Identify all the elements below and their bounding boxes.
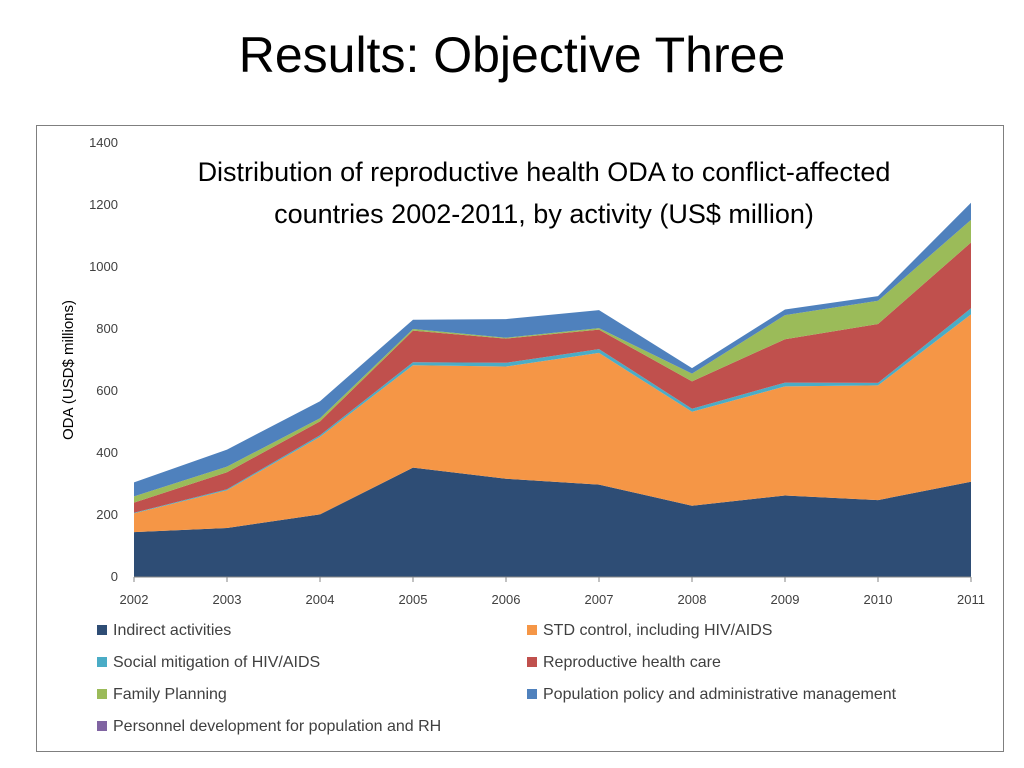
y-tick-label: 200 [96,507,118,522]
x-tick-label: 2005 [399,592,428,607]
legend: Indirect activities STD control, includin… [97,622,897,735]
y-tick-label: 1200 [89,197,118,212]
chart-title-line-2: countries 2002-2011, by activity (US$ mi… [274,199,814,229]
area-std-control-including-hiv-aids [134,314,971,533]
chart-title-line-1: Distribution of reproductive health ODA … [198,157,891,187]
legend-item-indirect-activities: Indirect activities [97,622,231,639]
x-tick-label: 2006 [492,592,521,607]
y-tick-label: 600 [96,383,118,398]
y-tick-label: 1400 [89,135,118,150]
legend-swatch [527,689,537,699]
legend-item-population-policy-and-administrative-management: Population policy and administrative man… [527,686,897,703]
y-tick-label: 800 [96,321,118,336]
area-population-policy-and-administrative-management [134,202,971,497]
x-tick-label: 2010 [864,592,893,607]
legend-swatch [97,625,107,635]
legend-swatch [97,721,107,731]
chart-frame: 0 200 400 600 800 1000 1200 1400 2002 2003 2004 20… [36,125,1004,752]
legend-label: Indirect activities [113,622,231,639]
legend-label: STD control, including HIV/AIDS [543,622,772,639]
x-tick-label: 2004 [306,592,335,607]
legend-item-reproductive-health-care: Reproductive health care [527,654,721,671]
x-tick-label: 2008 [678,592,707,607]
legend-label: Family Planning [113,686,227,703]
legend-swatch [527,657,537,667]
y-tick-label: 1000 [89,259,118,274]
legend-item-family-planning: Family Planning [97,686,227,703]
legend-label: Personnel development for population and… [113,718,441,735]
legend-item-std-control-including-hiv-aids: STD control, including HIV/AIDS [527,622,772,639]
x-tick-label: 2002 [120,592,149,607]
y-axis-title: ODA (USD$ millions) [60,300,77,440]
y-axis-ticks: 0 200 400 600 800 1000 1200 1400 [89,135,118,584]
x-tick-label: 2007 [585,592,614,607]
legend-label: Social mitigation of HIV/AIDS [113,654,320,671]
legend-label: Reproductive health care [543,654,721,671]
legend-swatch [527,625,537,635]
legend-swatch [97,689,107,699]
area-family-planning [134,219,971,503]
x-axis-ticks: 2002 2003 2004 2005 2006 2007 2008 2009 2010 2011 [120,577,985,607]
area-layers [134,202,971,577]
chart-title: Distribution of reproductive health ODA … [198,157,891,229]
x-tick-label: 2011 [957,592,985,607]
y-tick-label: 0 [111,569,118,584]
slide-title: Results: Objective Three [238,27,786,83]
legend-item-social-mitigation-of-hiv-aids: Social mitigation of HIV/AIDS [97,654,320,671]
area-indirect-activities [134,467,971,577]
legend-label: Population policy and administrative man… [543,686,897,703]
legend-swatch [97,657,107,667]
x-tick-label: 2009 [771,592,800,607]
y-tick-label: 400 [96,445,118,460]
area-reproductive-health-care [134,242,971,513]
x-tick-label: 2003 [213,592,242,607]
legend-item-personnel-development-for-population-and-rh: Personnel development for population and… [97,718,441,735]
